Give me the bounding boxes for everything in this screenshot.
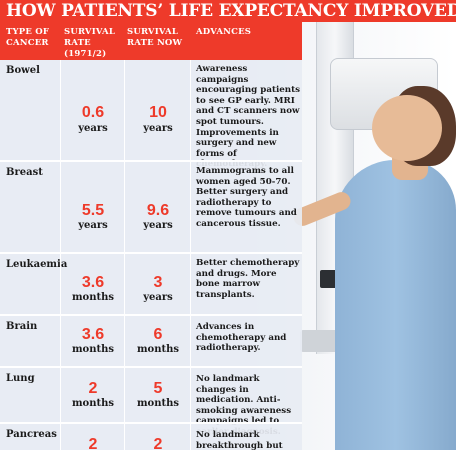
survival-then-value: 5.5 (81, 202, 105, 219)
header-advances: ADVANCES (196, 27, 252, 37)
advances-text: Advances in chemotherapy and radiotherap… (196, 322, 287, 354)
cancer-name: Leukaemia (6, 259, 68, 270)
survival-then-value: 0.6 (81, 104, 105, 121)
survival-now-value: 10 (149, 104, 167, 121)
survival-then-value: 2 (88, 436, 98, 450)
table-row-breast: Breast 5.5 years 9.6 years Mammograms to… (0, 162, 302, 254)
header-survival-now: SURVIVAL RATE NOW (127, 27, 183, 48)
cancer-name: Pancreas (6, 429, 57, 440)
table-row-brain: Brain 3.6 months 6 months Advances in ch… (0, 316, 302, 368)
survival-then-unit: months (71, 398, 115, 409)
survival-now-unit: years (143, 220, 173, 231)
survival-table: TYPE OF CANCER SURVIVAL RATE (1971/2) SU… (0, 22, 302, 450)
cancer-name: Lung (6, 373, 35, 384)
patient-head (372, 95, 442, 161)
cancer-name: Brain (6, 321, 38, 332)
header-survival-then: SURVIVAL RATE (1971/2) (64, 27, 115, 59)
survival-now-unit: months (136, 398, 180, 409)
survival-now-value: 2 (153, 436, 163, 450)
survival-now-unit: years (143, 292, 173, 303)
table-row-lung: Lung 2 months 5 months No landmark chang… (0, 368, 302, 437)
survival-then-unit: years (78, 123, 108, 134)
table-header: TYPE OF CANCER SURVIVAL RATE (1971/2) SU… (0, 22, 302, 60)
survival-now-value: 5 (153, 380, 163, 397)
survival-now-value: 6 (153, 326, 163, 343)
survival-now-unit: months (136, 344, 180, 355)
survival-now-unit: years (143, 123, 173, 134)
survival-then-value: 3.6 (81, 274, 105, 291)
patient-gown (335, 160, 456, 450)
survival-then-unit: years (78, 220, 108, 231)
survival-then-value: 3.6 (81, 326, 105, 343)
advances-text: Awareness campaigns encouraging patients… (196, 64, 301, 169)
survival-then-unit: months (71, 292, 115, 303)
table-row-pancreas: Pancreas 2 months 2 months No landmark b… (0, 424, 302, 450)
cancer-name: Bowel (6, 65, 40, 76)
table-row-leukaemia: Leukaemia 3.6 months 3 years Better chem… (0, 254, 302, 316)
title-bar: HOW PATIENTS’ LIFE EXPECTANCY IMPROVED (0, 0, 456, 22)
table-row-bowel: Bowel 0.6 years 10 years Awareness campa… (0, 60, 302, 169)
advances-text: No landmark breakthrough but drugs have … (196, 430, 283, 450)
advances-text: Mammograms to all women aged 50-70. Bett… (196, 166, 297, 229)
survival-now-value: 3 (153, 274, 163, 291)
survival-then-value: 2 (88, 380, 98, 397)
advances-text: Better chemotherapy and drugs. More bone… (196, 258, 300, 300)
cancer-name: Breast (6, 167, 43, 178)
header-type-of-cancer: TYPE OF CANCER (6, 27, 50, 48)
survival-then-unit: months (71, 344, 115, 355)
page-title: HOW PATIENTS’ LIFE EXPECTANCY IMPROVED (6, 1, 456, 21)
survival-now-value: 9.6 (146, 202, 170, 219)
